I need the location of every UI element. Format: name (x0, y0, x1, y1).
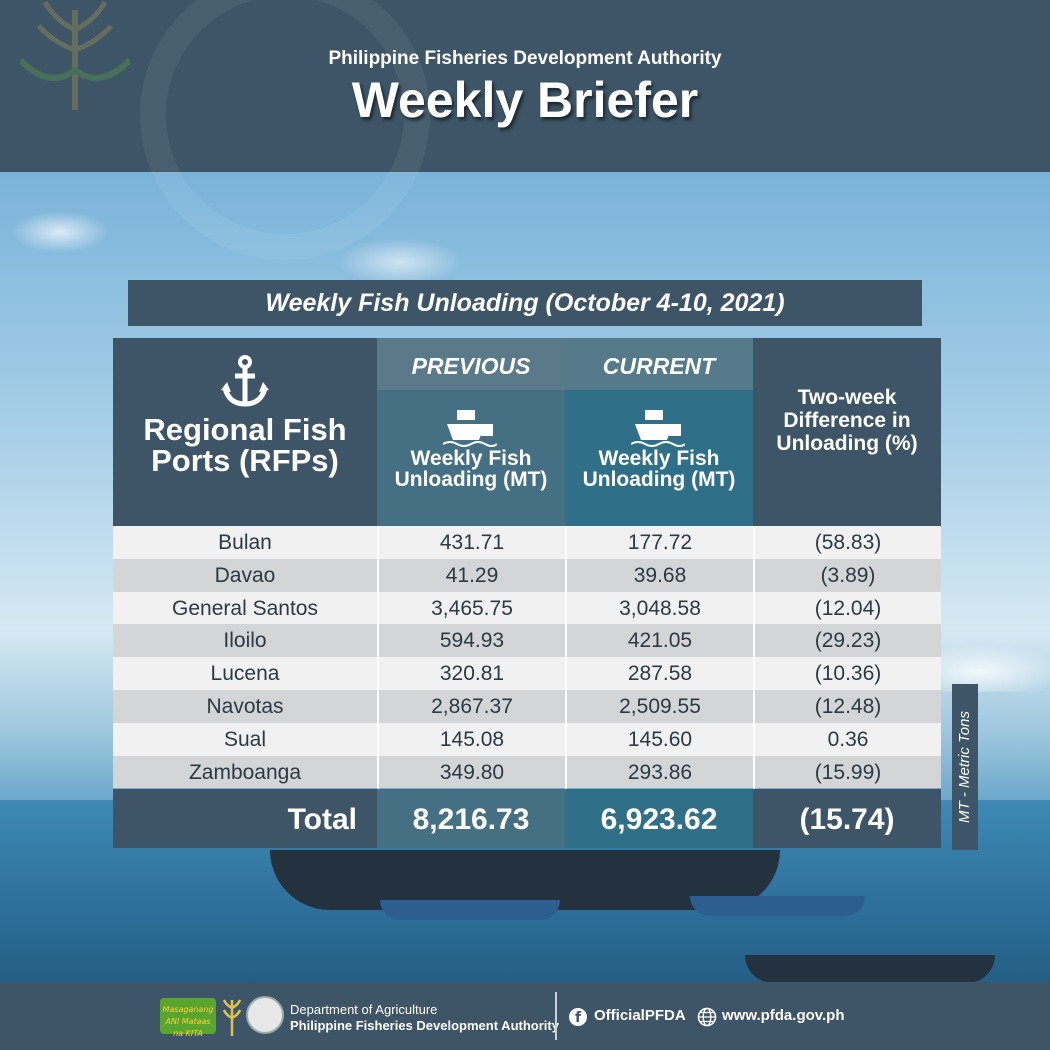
boat-image (745, 955, 995, 983)
port-cell: Lucena (210, 662, 280, 686)
previous-unloading-label: Weekly Fish Unloading (MT) (394, 447, 548, 491)
diff-cell: 0.36 (753, 722, 941, 756)
difference-label: Two-week Difference in Unloading (%) (776, 386, 918, 455)
diff-cell: (10.36) (753, 657, 941, 691)
page-title: Weekly Briefer (351, 72, 699, 128)
ship-icon (631, 410, 685, 447)
current-cell: 293.86 (565, 755, 753, 789)
metric-tons-note: MT - Metric Tons (952, 684, 978, 850)
department-name: Department of Agriculture (290, 1002, 438, 1017)
wheat-icon (20, 0, 130, 110)
previous-cell: 41.29 (377, 558, 565, 592)
wheat-icon (222, 999, 242, 1036)
diff-cell: (3.89) (753, 558, 941, 592)
previous-cell: 349.80 (377, 755, 565, 789)
diff-cell: (12.04) (753, 591, 941, 625)
table-title-banner: Weekly Fish Unloading (October 4-10, 202… (128, 280, 922, 326)
previous-header: PREVIOUS Weekly Fish Unloading (MT) (377, 338, 565, 526)
boat-image (690, 896, 865, 916)
diff-cell: (58.83) (753, 526, 941, 559)
table-row: Sual 145.08 145.60 0.36 (113, 722, 941, 756)
current-label: CURRENT (565, 338, 753, 390)
current-cell: 287.58 (565, 657, 753, 691)
header: Philippine Fisheries Development Authori… (0, 0, 1050, 260)
masaganang-ani-logo: Masaganang ANI Mataas na KITA (160, 998, 216, 1038)
current-cell: 39.68 (565, 558, 753, 592)
port-cell: Davao (214, 563, 276, 587)
current-cell: 421.05 (565, 624, 753, 658)
total-row: Total 8,216.73 6,923.62 (15.74) (113, 789, 941, 848)
port-cell: Iloilo (223, 629, 267, 653)
table-row: General Santos 3,465.75 3,048.58 (12.04) (113, 591, 941, 625)
port-cell: Bulan (218, 531, 272, 554)
previous-cell: 3,465.75 (377, 591, 565, 625)
metric-tons-text: MT - Metric Tons (956, 711, 973, 823)
department-info: Department of Agriculture Philippine Fis… (290, 1002, 559, 1034)
diff-cell: (15.99) (753, 755, 941, 789)
footer: Masaganang ANI Mataas na KITA Department… (0, 982, 1050, 1050)
current-unloading-label: Weekly Fish Unloading (MT) (582, 447, 736, 491)
unloading-table: Regional Fish Ports (RFPs) PREVIOUS Week… (113, 338, 941, 848)
globe-icon[interactable] (697, 1007, 717, 1027)
website-link[interactable]: www.pfda.gov.ph (722, 1007, 845, 1024)
ship-icon (443, 410, 497, 447)
port-cell: Sual (223, 727, 267, 751)
rfp-header: Regional Fish Ports (RFPs) (113, 338, 377, 526)
total-previous: 8,216.73 (377, 789, 565, 848)
previous-cell: 431.71 (377, 526, 565, 559)
previous-label: PREVIOUS (377, 338, 565, 390)
table-row: Bulan 431.71 177.72 (58.83) (113, 526, 941, 559)
footer-divider (555, 992, 557, 1040)
previous-cell: 145.08 (377, 722, 565, 756)
port-cell: Navotas (206, 694, 284, 718)
facebook-link[interactable]: OfficialPFDA (594, 1007, 686, 1024)
current-header: CURRENT Weekly Fish Unloading (MT) (565, 338, 753, 526)
anchor-icon (221, 355, 269, 407)
previous-cell: 2,867.37 (377, 689, 565, 723)
table-body: Bulan 431.71 177.72 (58.83) Davao 41.29 39.68(… (113, 526, 941, 789)
total-label: Total (113, 789, 377, 848)
organization-name: Philippine Fisheries Development Authori… (328, 48, 722, 69)
table-row: Lucena 320.81 287.58 (10.36) (113, 657, 941, 691)
current-cell: 3,048.58 (565, 591, 753, 625)
authority-name-text: Philippine Fisheries Development Authori… (290, 1018, 559, 1033)
diff-cell: (12.48) (753, 689, 941, 723)
table-row: Navotas 2,867.37 2,509.55 (12.48) (113, 689, 941, 723)
rfp-header-label: Regional Fish Ports (RFPs) (143, 412, 347, 478)
previous-cell: 320.81 (377, 657, 565, 691)
table-row: Zamboanga 349.80 293.86 (15.99) (113, 755, 941, 789)
facebook-icon[interactable]: f (569, 1008, 587, 1026)
previous-cell: 594.93 (377, 624, 565, 658)
current-cell: 2,509.55 (565, 689, 753, 723)
table-row: Iloilo 594.93 421.05 (29.23) (113, 624, 941, 658)
seal-icon (246, 996, 284, 1034)
total-diff: (15.74) (753, 789, 941, 848)
diff-cell: (29.23) (753, 624, 941, 658)
current-cell: 145.60 (565, 722, 753, 756)
current-cell: 177.72 (565, 526, 753, 559)
total-current: 6,923.62 (565, 789, 753, 848)
boat-image (380, 900, 560, 920)
port-cell: General Santos (172, 596, 318, 620)
table-row: Davao 41.29 39.68 (3.89) (113, 558, 941, 592)
difference-header: Two-week Difference in Unloading (%) (753, 338, 941, 526)
authority-name: Philippine Fisheries Development Authori… (290, 1018, 559, 1034)
port-cell: Zamboanga (188, 760, 302, 784)
